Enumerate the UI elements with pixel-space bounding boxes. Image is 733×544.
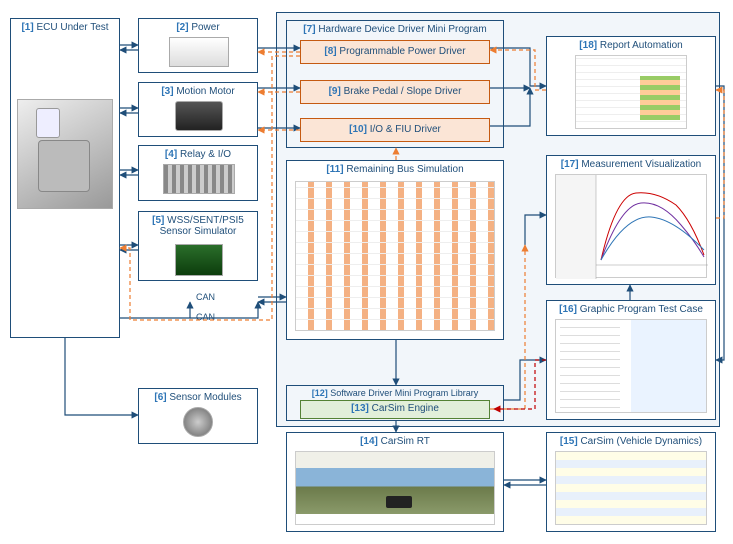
sensor-sim-image <box>175 244 223 276</box>
node-9-brake-driver: [9] Brake Pedal / Slope Driver <box>300 80 490 104</box>
node-7-title: [7] Hardware Device Driver Mini Program <box>287 24 503 35</box>
node-5-sensor-sim: [5] WSS/SENT/PSI5 Sensor Simulator <box>138 211 258 281</box>
bus-sim-image <box>295 181 495 331</box>
node-2-power: [2] Power <box>138 18 258 73</box>
node-5-title: [5] WSS/SENT/PSI5 Sensor Simulator <box>139 215 257 237</box>
node-4-title: [4] Relay & I/O <box>139 149 257 160</box>
node-8-power-driver: [8] Programmable Power Driver <box>300 40 490 64</box>
test-case-image <box>555 319 707 413</box>
power-image <box>169 37 229 67</box>
node-17-title: [17] Measurement Visualization <box>547 159 715 170</box>
node-16-test-case: [16] Graphic Program Test Case <box>546 300 716 420</box>
node-4-relay-io: [4] Relay & I/O <box>138 145 258 201</box>
node-18-report: [18] Report Automation <box>546 36 716 136</box>
node-18-title: [18] Report Automation <box>547 40 715 51</box>
motor-image <box>175 101 223 131</box>
node-6-sensor-modules: [6] Sensor Modules <box>138 388 258 444</box>
meas-vis-image <box>555 174 707 278</box>
node-11-bus-sim: [11] Remaining Bus Simulation <box>286 160 504 340</box>
ecu-image <box>17 99 113 209</box>
node-6-title: [6] Sensor Modules <box>139 392 257 403</box>
node-16-title: [16] Graphic Program Test Case <box>547 304 715 315</box>
node-17-meas-vis: [17] Measurement Visualization <box>546 155 716 285</box>
node-14-title: [14] CarSim RT <box>287 436 503 447</box>
node-1-title: [1] ECU Under Test <box>11 22 119 33</box>
node-14-carsim-rt: [14] CarSim RT <box>286 432 504 532</box>
sensor-mod-image <box>183 407 213 437</box>
node-10-io-driver: [10] I/O & FIU Driver <box>300 118 490 142</box>
carsim-rt-image <box>295 451 495 525</box>
node-2-title: [2] Power <box>139 22 257 33</box>
node-3-motion-motor: [3] Motion Motor <box>138 82 258 137</box>
report-image <box>575 55 687 129</box>
node-11-title: [11] Remaining Bus Simulation <box>287 164 503 175</box>
node-12-title: [12] Software Driver Mini Program Librar… <box>287 388 503 398</box>
node-15-carsim-dyn: [15] CarSim (Vehicle Dynamics) <box>546 432 716 532</box>
node-1-ecu-under-test: [1] ECU Under Test <box>10 18 120 338</box>
relay-image <box>163 164 235 194</box>
can-label-2: CAN <box>196 312 215 322</box>
node-3-title: [3] Motion Motor <box>139 86 257 97</box>
carsim-dyn-image <box>555 451 707 525</box>
node-13-carsim-engine: [13] CarSim Engine <box>300 400 490 419</box>
can-label-1: CAN <box>196 292 215 302</box>
node-15-title: [15] CarSim (Vehicle Dynamics) <box>547 436 715 447</box>
